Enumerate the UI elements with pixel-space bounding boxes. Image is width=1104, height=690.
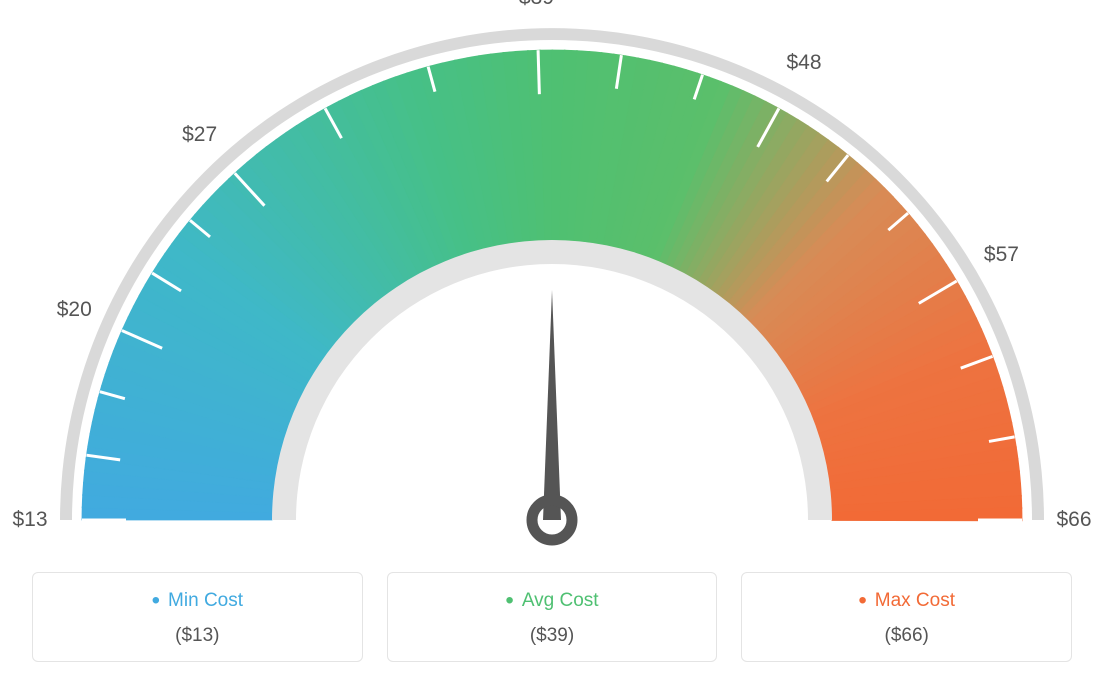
gauge-needle xyxy=(543,290,561,520)
tick-label: $20 xyxy=(57,298,92,322)
legend-value-min: ($13) xyxy=(33,625,362,647)
legend-card-min: Min Cost ($13) xyxy=(32,572,363,662)
tick-label: $39 xyxy=(519,0,554,10)
tick-label: $57 xyxy=(984,243,1019,267)
legend-title-avg: Avg Cost xyxy=(388,587,717,615)
tick-label: $48 xyxy=(786,51,821,75)
legend-card-max: Max Cost ($66) xyxy=(741,572,1072,662)
gauge-container: $13 $20 $27 $39 $48 $57 $66 xyxy=(0,0,1104,560)
tick-label: $13 xyxy=(12,508,47,532)
legend-title-min: Min Cost xyxy=(33,587,362,615)
gauge-svg xyxy=(0,0,1104,560)
tick-major xyxy=(538,50,539,94)
tick-label: $66 xyxy=(1056,508,1091,532)
legend-row: Min Cost ($13) Avg Cost ($39) Max Cost (… xyxy=(0,572,1104,662)
legend-value-avg: ($39) xyxy=(388,625,717,647)
tick-label: $27 xyxy=(182,123,217,147)
legend-value-max: ($66) xyxy=(742,625,1071,647)
legend-title-max: Max Cost xyxy=(742,587,1071,615)
legend-card-avg: Avg Cost ($39) xyxy=(387,572,718,662)
